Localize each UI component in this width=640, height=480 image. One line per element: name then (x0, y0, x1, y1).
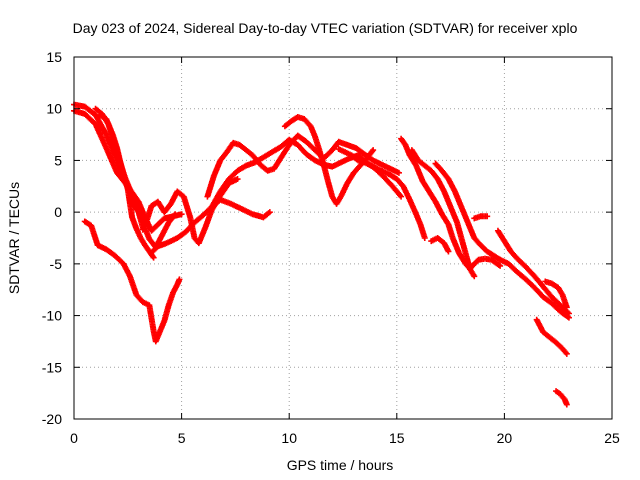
data-point (497, 262, 504, 269)
series-track-13 (408, 147, 478, 280)
data-point (370, 147, 377, 154)
series-track-2 (71, 107, 185, 234)
data-point (176, 276, 183, 283)
series-track-12 (398, 135, 504, 273)
y-tick-label: -20 (42, 411, 62, 427)
data-point (234, 176, 241, 183)
series-track-9 (208, 136, 405, 210)
y-axis-label: SDTVAR / TECUs (6, 182, 22, 294)
grid-lines (74, 57, 612, 419)
data-point (445, 248, 452, 255)
data-point (150, 254, 157, 261)
data-point (266, 209, 273, 216)
series-track-20 (533, 316, 570, 357)
series-track-18 (497, 256, 572, 321)
y-tick-label: -5 (50, 256, 63, 272)
y-tick-label: 15 (46, 49, 62, 65)
data-point (178, 211, 185, 218)
axis-ticks: 0 5 10 15 20 25 -20 -15 -10 -5 0 5 10 15 (42, 49, 620, 446)
y-tick-label: 5 (54, 152, 62, 168)
data-point (565, 314, 572, 321)
y-tick-label: 10 (46, 101, 62, 117)
series-track-11 (335, 146, 428, 241)
x-tick-label: 15 (389, 430, 405, 446)
x-tick-label: 20 (497, 430, 513, 446)
x-tick-label: 0 (70, 430, 78, 446)
y-tick-label: 0 (54, 204, 62, 220)
series-track-7 (148, 196, 273, 256)
data-point (471, 273, 478, 280)
data-point (369, 148, 376, 155)
chart-title: Day 023 of 2024, Sidereal Day-to-day VTE… (73, 20, 578, 36)
data-point (395, 169, 402, 176)
series-track-4 (96, 111, 146, 231)
plot-frame (73, 56, 613, 420)
data-point (398, 193, 405, 200)
series-track-17 (494, 227, 572, 317)
x-tick-label: 5 (178, 430, 186, 446)
data-series (71, 101, 572, 408)
data-point (563, 304, 570, 311)
data-point (563, 350, 570, 357)
y-tick-label: -10 (42, 308, 62, 324)
x-axis-label: GPS time / hours (287, 457, 394, 473)
x-tick-label: 25 (604, 430, 620, 446)
series-track-5 (81, 218, 183, 345)
data-point (484, 213, 491, 220)
x-tick-label: 10 (281, 430, 297, 446)
data-point (563, 401, 570, 408)
series-track-10 (281, 113, 377, 207)
series-track-21 (553, 388, 570, 408)
series-track-15 (428, 235, 452, 255)
series-track-19 (542, 278, 570, 311)
data-point (421, 235, 428, 241)
series-track-16 (471, 213, 491, 222)
y-tick-label: -15 (42, 359, 62, 375)
series-track-14 (432, 160, 504, 263)
